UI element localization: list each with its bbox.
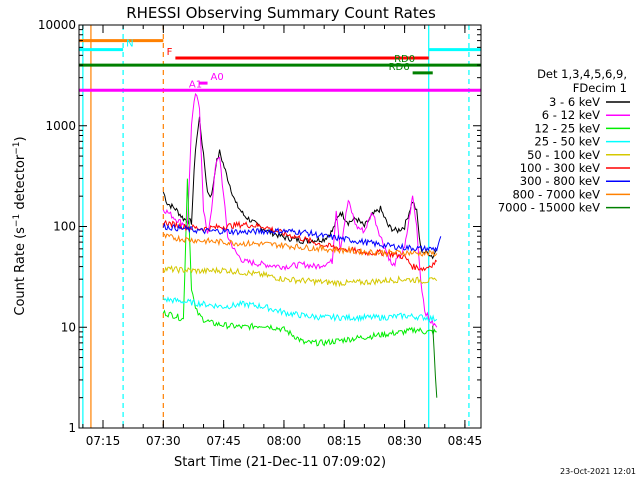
x-tick-label: 08:45 [448, 434, 483, 448]
y-tick-label: 10000 [38, 18, 76, 32]
legend-header-1: FDecim 1 [573, 81, 627, 95]
legend-label-7: 800 - 7000 keV [512, 187, 600, 201]
x-tick-label: 07:30 [146, 434, 181, 448]
x-tick-label: 07:45 [206, 434, 241, 448]
flag-label-3: F [167, 47, 173, 58]
series-line-4 [162, 265, 438, 288]
x-axis: 07:15 07:30 07:45 08:00 08:15 08:30 08:45 [82, 25, 483, 448]
legend-label-5: 100 - 300 keV [520, 161, 600, 175]
legend-label-2: 12 - 25 keV [534, 121, 600, 135]
legend-label-8: 7000 - 15000 keV [498, 201, 600, 215]
legend-label-4: 50 - 100 keV [527, 148, 600, 162]
series-line-3 [162, 296, 438, 323]
x-tick-label: 08:15 [327, 434, 362, 448]
legend-label-3: 25 - 50 keV [534, 135, 600, 149]
plot-area: SNFRD0RD6A0A1 [79, 25, 481, 428]
series-line-1 [162, 92, 438, 328]
footer-date: 23-Oct-2021 12:01 [560, 467, 636, 476]
x-tick-label: 08:00 [267, 434, 302, 448]
x-tick-label: 07:15 [86, 434, 121, 448]
x-axis-label: Start Time (21-Dec-11 07:09:02) [174, 455, 386, 470]
flag-label-4: RD0 [394, 54, 415, 65]
y-axis-label: Count Rate (s−1 detector−1) [12, 136, 28, 315]
chart-title: RHESSI Observing Summary Count Rates [126, 4, 436, 22]
legend-label-0: 3 - 6 keV [549, 95, 600, 109]
flag-label-6: A0 [211, 72, 224, 83]
legend-header-0: Det 1,3,4,5,6,9, [537, 67, 627, 81]
y-tick-label: 1 [68, 421, 76, 435]
series-line-0 [162, 116, 438, 260]
y-tick-label: 100 [53, 220, 76, 234]
y-tick-label: 1000 [45, 119, 76, 133]
series-line-2 [162, 178, 437, 347]
y-tick-label: 10 [61, 320, 76, 334]
legend-label-1: 6 - 12 keV [542, 108, 600, 122]
series-line-7 [163, 233, 438, 258]
series-line-6 [162, 222, 442, 254]
legend-label-6: 300 - 800 keV [520, 174, 600, 188]
flag-label-1: N [126, 39, 133, 50]
series-line-8 [432, 325, 438, 398]
flag-label-7: A1 [189, 79, 202, 90]
x-tick-label: 08:30 [387, 434, 422, 448]
flag-label-5: RD6 [389, 62, 410, 73]
y-axis: 1 10 100 1000 10000 [38, 18, 481, 435]
